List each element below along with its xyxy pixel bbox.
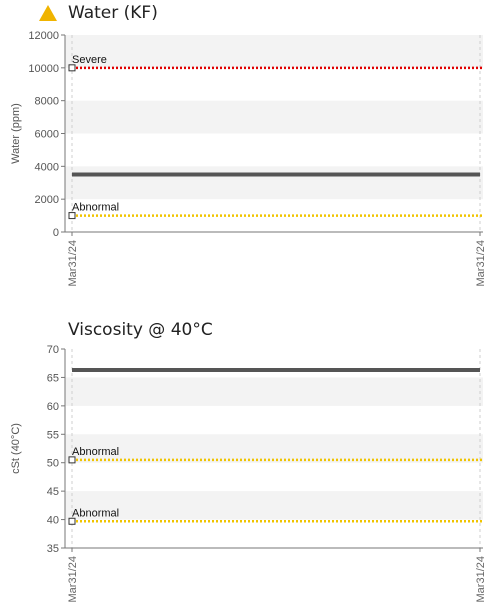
limit-label: Abnormal — [72, 446, 119, 458]
grid-band — [65, 377, 483, 406]
limit-label: Abnormal — [72, 507, 119, 519]
limit-label: Abnormal — [72, 202, 119, 214]
limit-label: Severe — [72, 54, 107, 66]
y-tick-label: 8000 — [35, 96, 59, 108]
y-tick-label: 10000 — [28, 63, 59, 75]
x-tick-label: Mar31/24 — [67, 556, 79, 602]
y-tick-label: 4000 — [35, 161, 59, 173]
y-tick-label: 50 — [47, 458, 59, 470]
grid-band — [65, 100, 483, 134]
viscosity-chart-panel: Viscosity @ 40°C 35 40 45 50 55 60 65 70 cSt (40… — [0, 318, 495, 613]
limit-marker — [68, 517, 76, 525]
x-tick-label: Mar31/24 — [475, 240, 487, 286]
grid-band — [65, 491, 483, 520]
y-tick-label: 60 — [47, 401, 59, 413]
chart-title: Water (KF) — [68, 3, 158, 23]
chart-title: Viscosity @ 40°C — [68, 320, 213, 340]
grid-band — [65, 434, 483, 463]
limit-marker — [68, 456, 76, 464]
y-tick-label: 65 — [47, 372, 59, 384]
grid-band — [65, 166, 483, 200]
y-tick-label: 40 — [47, 515, 59, 527]
y-axis-label: cSt (40°C) — [10, 423, 22, 474]
limit-marker — [68, 212, 76, 220]
y-tick-label: 6000 — [35, 129, 59, 141]
y-tick-label: 35 — [47, 543, 59, 555]
grid-band — [65, 35, 483, 68]
y-tick-label: 45 — [47, 486, 59, 498]
y-tick-label: 55 — [47, 429, 59, 441]
limit-marker — [68, 64, 76, 72]
x-tick-label: Mar31/24 — [67, 240, 79, 286]
y-tick-label: 2000 — [35, 194, 59, 206]
x-tick-label: Mar31/24 — [475, 556, 487, 602]
viscosity-chart: 35 40 45 50 55 60 65 70 cSt (40°C) Mar31/24 Mar31/… — [10, 344, 487, 602]
water-chart-panel: Water (KF) 0 2000 4000 6000 8000 10000 12000 Wa… — [0, 0, 495, 300]
y-axis-label: Water (ppm) — [10, 103, 22, 164]
y-tick-label: 0 — [53, 227, 59, 239]
y-tick-label: 70 — [47, 344, 59, 356]
warning-triangle-icon — [39, 5, 57, 21]
y-tick-label: 12000 — [28, 30, 59, 42]
water-chart: 0 2000 4000 6000 8000 10000 12000 Water (ppm) Ma… — [10, 30, 487, 286]
